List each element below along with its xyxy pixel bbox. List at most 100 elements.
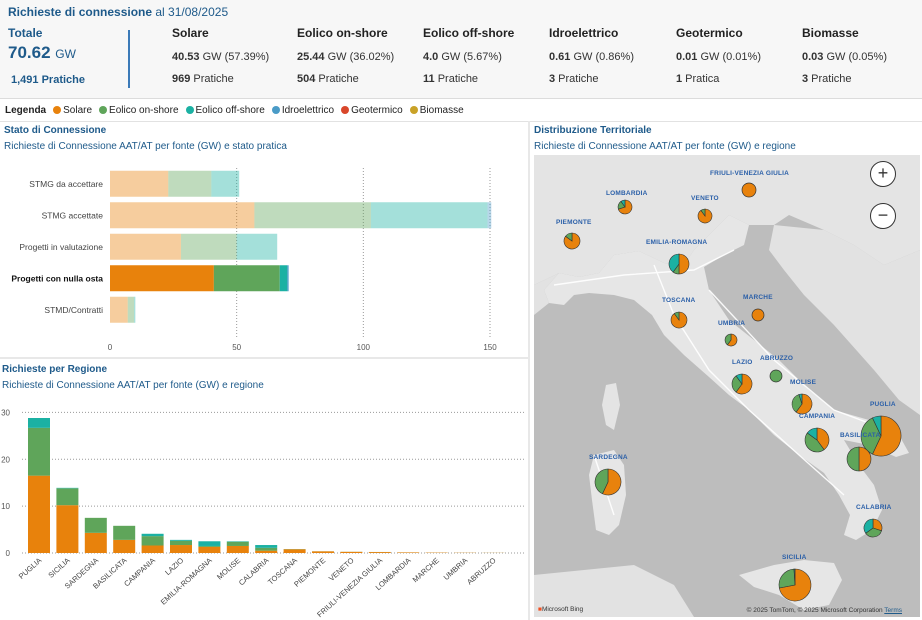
bar-segment: [170, 540, 192, 546]
bar-segment: [397, 552, 420, 553]
x-tick-label: 100: [357, 343, 371, 352]
x-tick-label: 0: [108, 343, 113, 352]
source-eolico-onshore: Eolico on-shore 25.44 GW (36.02%) 504 Pr…: [297, 26, 395, 85]
map-region-label: LAZIO: [732, 359, 753, 366]
source-biomasse: Biomasse 0.03 GW (0.05%) 3 Pratiche: [802, 26, 887, 85]
bar-segment: [110, 170, 169, 197]
map-region-label: ABRUZZO: [760, 355, 794, 362]
map-region-label: EMILIA-ROMAGNA: [646, 239, 708, 246]
legend-dot: [409, 106, 418, 114]
category-label: PIEMONTE: [292, 556, 327, 589]
land-north: [534, 155, 920, 285]
legend-item-biomasse[interactable]: Biomasse: [409, 105, 464, 116]
bar-segment: [487, 202, 492, 229]
pie-slice: [846, 446, 860, 472]
category-label: PUGLIA: [17, 556, 43, 581]
bar-segment: [180, 233, 237, 260]
pie-slice: [816, 427, 830, 451]
bar-segment: [84, 532, 107, 553]
roads: [553, 249, 875, 516]
pie-slice: [778, 568, 796, 589]
bar-segment: [255, 545, 278, 548]
map-region-label: MARCHE: [743, 294, 773, 301]
legend-dot: [99, 106, 108, 114]
bar-segment: [110, 265, 214, 292]
bar-segment: [28, 475, 50, 553]
bar-segment: [170, 539, 192, 541]
zoom-in-button[interactable]: +: [870, 161, 896, 187]
bar-segment: [56, 488, 79, 506]
bar-segment: [141, 545, 164, 553]
pie-slice: [793, 568, 796, 586]
legend-item-eolico-onshore[interactable]: Eolico on-shore: [99, 105, 179, 116]
map-region-label: LOMBARDIA: [606, 190, 648, 197]
bar-segment: [255, 547, 278, 551]
bing-logo: ■Microsoft Bing: [538, 606, 584, 613]
category-label: SICILIA: [47, 556, 72, 580]
pie-slice: [735, 373, 753, 395]
category-label: EMILIA-ROMAGNA: [159, 556, 214, 607]
total-label: Totale: [8, 26, 43, 40]
bar-segment: [312, 551, 334, 553]
pie-slice: [872, 415, 902, 457]
pie-slice: [727, 333, 738, 347]
bar-segment: [226, 545, 249, 553]
bar-segment: [198, 546, 221, 553]
legend-dot: [185, 106, 194, 114]
y-tick-label: 0: [6, 549, 11, 558]
bar-segment: [110, 296, 128, 323]
bar-segment: [141, 536, 164, 546]
map-pies: [563, 182, 902, 602]
land-africa: [534, 565, 694, 617]
zoom-out-button[interactable]: −: [870, 203, 896, 229]
bar-segment: [28, 427, 50, 476]
bar-segment: [198, 545, 221, 547]
bar-segment: [211, 170, 240, 197]
total-pratiche: 1,491 Pratiche: [11, 74, 85, 86]
bar-segment: [340, 551, 363, 553]
pie-slice: [791, 394, 803, 413]
divider: [0, 121, 922, 122]
land-corsica: [602, 383, 620, 430]
map-canvas: [534, 155, 920, 617]
bar-segment: [110, 233, 181, 260]
legend-item-idroelettrico[interactable]: Idroelettrico: [271, 105, 334, 116]
bar-segment: [213, 265, 280, 292]
legend-item-eolico-offshore[interactable]: Eolico off-shore: [185, 105, 265, 116]
bar-segment: [113, 525, 136, 540]
territorial-map[interactable]: + − ■Microsoft Bing © 2025 TomTom, © 202…: [534, 155, 920, 617]
pie-slice: [678, 253, 690, 275]
bar-segment: [134, 296, 136, 323]
map-region-label: CAMPANIA: [799, 413, 836, 420]
category-label: CAMPANIA: [122, 556, 157, 589]
category-label: ABRUZZO: [465, 556, 498, 587]
source-idroelettrico: Idroelettrico 0.61 GW (0.86%) 3 Pratiche: [549, 26, 634, 85]
legend-item-geotermico[interactable]: Geotermico: [341, 105, 403, 116]
pie-slice: [769, 369, 783, 383]
pie-slice: [668, 253, 680, 273]
y-tick-label: 20: [1, 455, 10, 464]
y-tick-label: 10: [1, 502, 10, 511]
bar-segment: [170, 545, 192, 553]
x-tick-label: 50: [232, 343, 241, 352]
pie-slice: [724, 333, 732, 346]
legend-item-solare[interactable]: Solare: [53, 105, 92, 116]
pie-slice: [602, 468, 622, 496]
map-region-label: MOLISE: [790, 379, 817, 386]
pie-slice: [804, 432, 825, 453]
terms-link[interactable]: Terms: [884, 607, 902, 614]
pie-slice: [673, 311, 680, 321]
category-label: CALABRIA: [237, 556, 271, 588]
bar-segment: [113, 539, 136, 553]
bar-segment: [127, 296, 135, 323]
map-region-label: FRIULI-VENEZIA GIULIA: [710, 170, 790, 177]
category-label: MOLISE: [215, 556, 242, 582]
pie-slice: [858, 446, 872, 472]
map-attribution: © 2025 TomTom, © 2025 Microsoft Corporat…: [746, 607, 902, 614]
map-region-label: VENETO: [691, 195, 719, 202]
bar-segment: [254, 202, 371, 229]
land-france: [534, 273, 559, 315]
source-eolico-offshore: Eolico off-shore 4.0 GW (5.67%) 11 Prati…: [423, 26, 515, 85]
source-solare: Solare 40.53 GW (57.39%) 969 Pratiche: [172, 26, 270, 85]
